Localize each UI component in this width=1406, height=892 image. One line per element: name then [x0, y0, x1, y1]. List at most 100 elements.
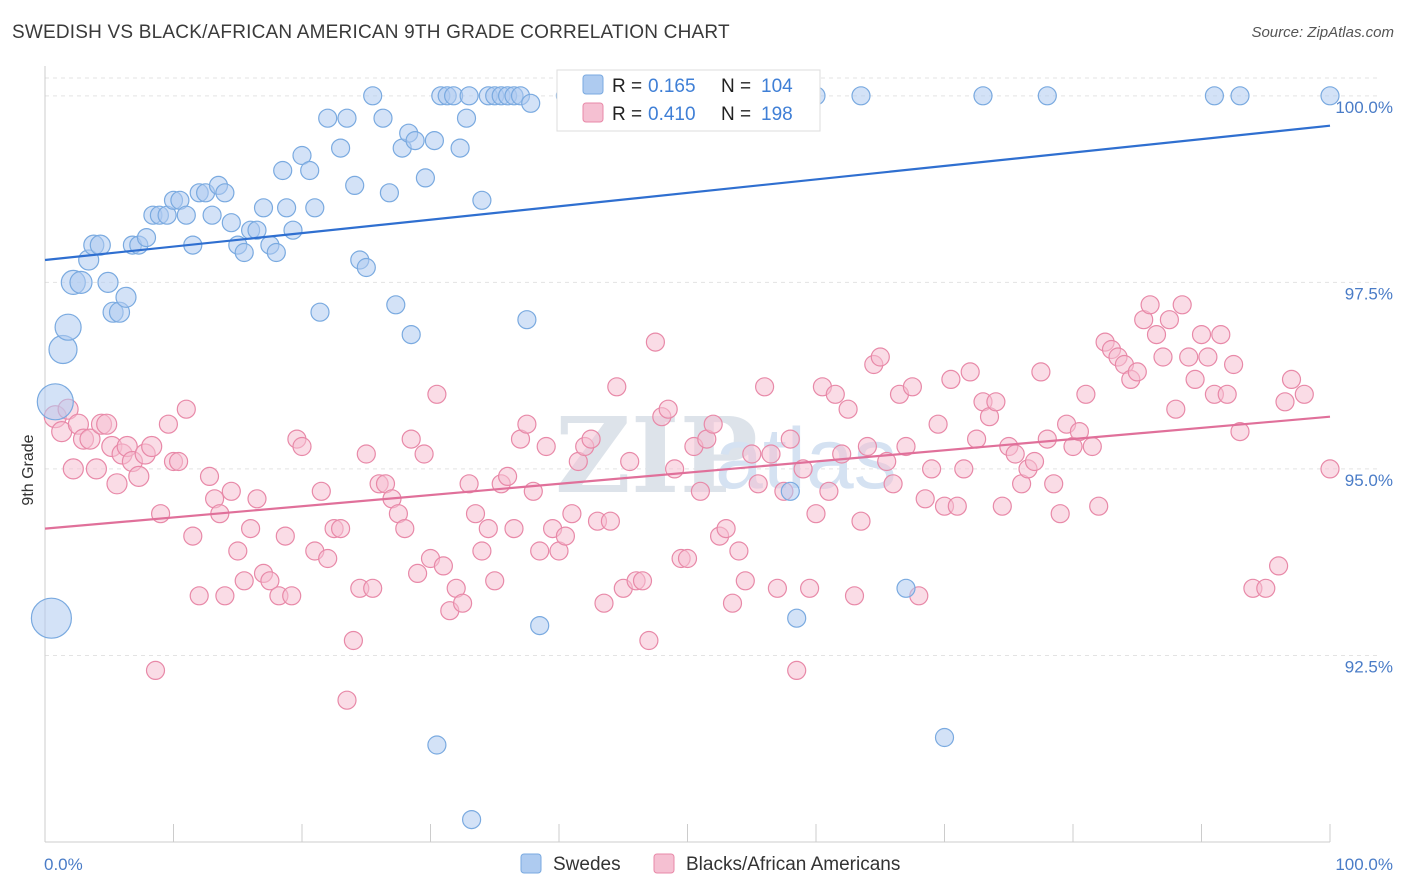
point-blacks-22: [169, 451, 189, 472]
point-blacks-32: [234, 571, 254, 591]
point-blacks-38: [275, 526, 295, 546]
point-blacks-9: [96, 413, 118, 435]
point-blacks-141: [941, 369, 961, 389]
point-swedes-93: [787, 608, 807, 628]
point-blacks-137: [915, 489, 935, 509]
point-blacks-143: [954, 459, 974, 479]
point-blacks-104: [703, 414, 723, 434]
point-swedes-50: [373, 108, 393, 128]
y-tick-labels: 92.5% 95.0% 97.5% 100.0%: [1335, 98, 1393, 677]
point-blacks-138: [921, 459, 942, 479]
point-swedes-92: [780, 481, 800, 501]
point-blacks-179: [1185, 369, 1205, 389]
point-blacks-43: [311, 481, 331, 501]
point-blacks-25: [189, 586, 209, 606]
point-blacks-61: [427, 384, 447, 404]
x-tick-label-min: 0.0%: [44, 855, 83, 874]
point-blacks-108: [729, 541, 749, 561]
point-blacks-41: [292, 436, 312, 457]
axes: [44, 66, 1331, 843]
point-blacks-75: [517, 414, 537, 434]
point-blacks-180: [1191, 325, 1212, 345]
point-blacks-109: [735, 571, 755, 591]
point-blacks-117: [787, 660, 807, 681]
point-blacks-94: [639, 630, 659, 651]
point-blacks-91: [620, 451, 640, 472]
point-blacks-110: [742, 444, 762, 464]
point-blacks-50: [356, 444, 376, 464]
point-blacks-24: [183, 526, 203, 546]
point-blacks-192: [1294, 384, 1314, 404]
point-swedes-96: [896, 578, 916, 598]
point-blacks-11: [106, 473, 128, 495]
point-blacks-59: [414, 444, 434, 464]
legend-swatch-blacks: [653, 853, 675, 874]
point-blacks-158: [1050, 504, 1070, 524]
point-blacks-118: [793, 459, 813, 479]
point-blacks-72: [498, 466, 518, 486]
point-blacks-39: [282, 586, 302, 606]
point-blacks-145: [966, 429, 987, 449]
y-tick-label-3: 100.0%: [1335, 98, 1393, 117]
point-blacks-113: [761, 444, 781, 464]
point-swedes-95: [851, 86, 871, 106]
point-blacks-123: [825, 384, 845, 404]
stats-n-value-blacks: 198: [761, 104, 793, 125]
point-blacks-46: [331, 518, 351, 539]
point-blacks-31: [228, 541, 248, 561]
point-swedes-0: [30, 597, 73, 639]
point-blacks-70: [485, 571, 505, 591]
point-swedes-38: [283, 220, 303, 240]
point-blacks-154: [1024, 451, 1045, 472]
point-swedes-74: [517, 310, 537, 330]
point-swedes-97: [934, 727, 955, 748]
point-blacks-112: [754, 377, 775, 397]
point-blacks-29: [215, 586, 235, 606]
point-blacks-164: [1089, 496, 1109, 516]
point-blacks-81: [555, 526, 576, 546]
point-swedes-27: [215, 183, 235, 203]
point-blacks-122: [819, 481, 839, 501]
point-swedes-45: [337, 108, 357, 128]
point-blacks-57: [401, 429, 421, 449]
point-swedes-66: [462, 809, 482, 830]
point-blacks-73: [504, 518, 524, 539]
point-blacks-34: [247, 489, 267, 509]
point-blacks-69: [478, 518, 498, 539]
point-blacks-97: [658, 399, 678, 419]
point-blacks-119: [799, 578, 820, 598]
x-tick-label-max: 100.0%: [1335, 855, 1393, 874]
point-swedes-33: [253, 198, 274, 218]
point-blacks-102: [690, 481, 711, 501]
point-blacks-95: [645, 332, 666, 352]
point-swedes-101: [1230, 86, 1250, 106]
point-swedes-21: [176, 205, 196, 225]
stats-r-label-blacks: R =: [612, 104, 642, 125]
point-blacks-172: [1140, 295, 1160, 315]
point-blacks-17: [141, 435, 163, 458]
point-swedes-44: [331, 138, 351, 158]
point-swedes-65: [459, 86, 479, 106]
point-blacks-174: [1153, 347, 1173, 367]
point-blacks-190: [1275, 392, 1295, 412]
point-swedes-41: [305, 198, 325, 218]
point-swedes-98: [973, 86, 993, 106]
point-swedes-15: [136, 228, 157, 248]
point-swedes-37: [277, 198, 297, 218]
trend-lines: [44, 124, 1331, 530]
stats-n-label-swedes: N =: [721, 76, 751, 97]
point-swedes-3: [54, 313, 82, 341]
stats-n-value-swedes: 104: [761, 76, 793, 97]
point-blacks-181: [1198, 347, 1218, 367]
point-swedes-39: [292, 145, 312, 166]
point-blacks-151: [1005, 444, 1025, 464]
point-blacks-26: [199, 466, 220, 486]
point-blacks-7: [85, 458, 108, 480]
point-swedes-56: [405, 131, 425, 151]
point-blacks-3: [62, 458, 84, 480]
stats-legend: R = 0.165 N = 104 R = 0.410 N = 198: [556, 69, 821, 132]
y-tick-label-2: 97.5%: [1345, 284, 1393, 303]
point-blacks-15: [128, 465, 150, 487]
legend-label-blacks: Blacks/African Americans: [686, 854, 900, 875]
point-blacks-78: [536, 436, 556, 457]
